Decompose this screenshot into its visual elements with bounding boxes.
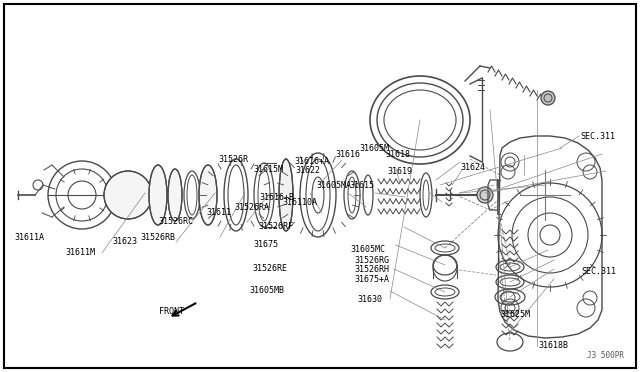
Text: 31526RB: 31526RB <box>141 233 176 242</box>
Text: 31619: 31619 <box>388 167 413 176</box>
Text: 31611M: 31611M <box>65 248 95 257</box>
Circle shape <box>477 187 493 203</box>
Text: 316110A: 316110A <box>283 198 318 207</box>
Text: 31615M: 31615M <box>253 165 284 174</box>
Text: 31526R: 31526R <box>219 155 249 164</box>
Ellipse shape <box>279 159 293 231</box>
Text: 31616+A: 31616+A <box>294 157 330 166</box>
Text: 31622: 31622 <box>296 166 321 175</box>
Text: 31526RE: 31526RE <box>252 264 287 273</box>
Circle shape <box>541 91 555 105</box>
Text: 31526RF: 31526RF <box>259 222 294 231</box>
Text: 31526RH: 31526RH <box>355 265 390 274</box>
Ellipse shape <box>199 165 217 225</box>
Text: 31675+A: 31675+A <box>355 275 390 283</box>
Text: 31630: 31630 <box>357 295 382 304</box>
Text: 31624: 31624 <box>461 163 486 172</box>
Text: J3 500PR: J3 500PR <box>587 351 624 360</box>
Text: 31611: 31611 <box>206 208 231 217</box>
Text: 31615: 31615 <box>349 181 374 190</box>
Text: 31618: 31618 <box>385 150 410 159</box>
Text: SEC.311: SEC.311 <box>580 131 615 141</box>
Text: FRONT: FRONT <box>159 307 184 316</box>
Text: SEC.311: SEC.311 <box>581 267 616 276</box>
Text: 31605MA: 31605MA <box>316 181 351 190</box>
Text: 31526RG: 31526RG <box>355 256 390 265</box>
Text: 31618B: 31618B <box>539 341 569 350</box>
Text: 31526RA: 31526RA <box>234 203 269 212</box>
Circle shape <box>104 171 152 219</box>
Text: 31675: 31675 <box>253 240 278 249</box>
Text: 31625M: 31625M <box>500 310 531 319</box>
Text: 31623: 31623 <box>113 237 138 246</box>
Text: 31526RC: 31526RC <box>158 217 193 226</box>
Text: 31616: 31616 <box>335 150 360 159</box>
Text: 31611A: 31611A <box>14 233 44 242</box>
Text: 31605M: 31605M <box>360 144 390 153</box>
Text: 31605MB: 31605MB <box>250 286 285 295</box>
Text: 31616+B: 31616+B <box>259 193 294 202</box>
Ellipse shape <box>149 165 167 225</box>
Text: 31605MC: 31605MC <box>351 246 386 254</box>
Ellipse shape <box>168 169 182 221</box>
